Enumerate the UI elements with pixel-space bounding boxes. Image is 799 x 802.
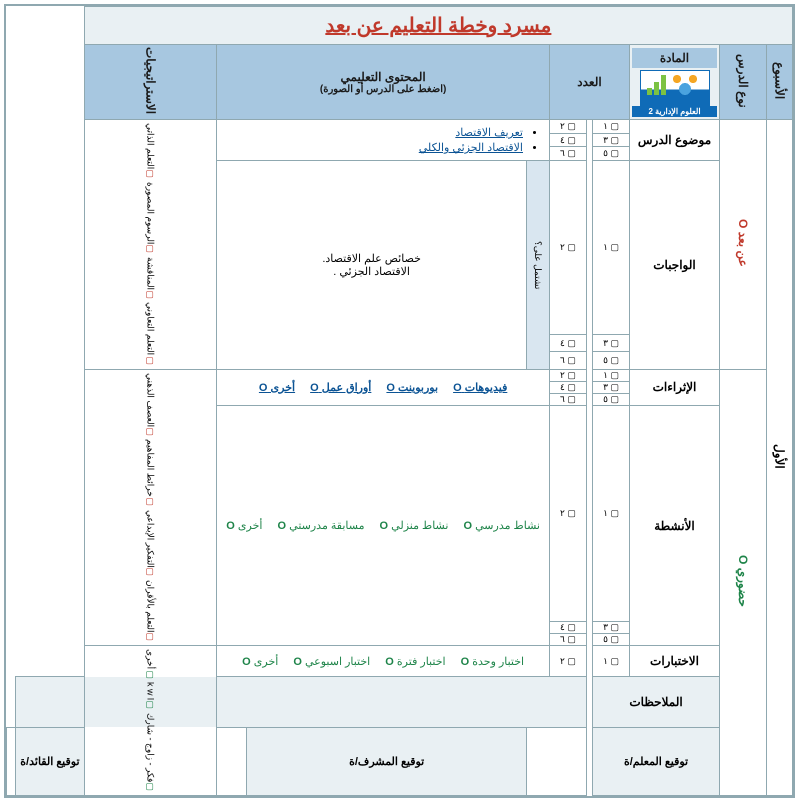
include-label: تشتمل على؟	[527, 161, 550, 369]
opt-unit-test[interactable]: اختبار وحدة O	[461, 655, 525, 668]
row-homework: الواجبات	[630, 161, 720, 369]
week-cell: الأول	[767, 120, 793, 796]
enrichment-content: فيديوهات O بوربوينت O أوراق عمل O أخرى O	[217, 369, 550, 405]
notes-cell	[16, 677, 587, 727]
link-2[interactable]: الاقتصاد الجزئي والكلي	[419, 142, 523, 154]
sign-leader-space	[7, 727, 16, 795]
link-1[interactable]: تعريف الاقتصاد	[455, 127, 523, 139]
header-lesson-type: نوع الدرس	[720, 45, 767, 120]
tests-content: اختبار وحدة O اختبار فترة O اختبار اسبوع…	[217, 646, 550, 677]
sign-supervisor-space	[217, 727, 247, 795]
remote-label: عن بعد O	[720, 120, 767, 369]
opt-other-enrich[interactable]: أخرى O	[259, 381, 295, 394]
opt-ppt[interactable]: بوربوينت O	[386, 381, 438, 394]
sign-supervisor: توقيع المشرف/ة	[247, 727, 527, 795]
row-enrichment: الإثراءات	[630, 369, 720, 405]
strategies-a: التعلم التعاوني المناقشة الرسوم المصورة …	[84, 120, 217, 369]
row-activities: الأنشطة	[630, 405, 720, 646]
topic-content: تعريف الاقتصاد الاقتصاد الجزئي والكلي	[217, 120, 550, 161]
subject-icon	[640, 70, 710, 106]
homework-content: خصائص علم الاقتصاد. الاقتصاد الجزئي .	[217, 161, 527, 369]
num-1[interactable]: ▢ ١	[593, 120, 630, 134]
row-topic: موضوع الدرس	[630, 120, 720, 161]
sign-leader: توقيع القائد/ة	[16, 727, 85, 795]
subject-label: المادة	[632, 48, 717, 68]
notes-label: الملاحظات	[593, 677, 720, 727]
opt-other-test[interactable]: أخرى O	[242, 655, 278, 668]
opt-other-activity[interactable]: أخرى O	[226, 519, 262, 532]
header-week: الأسبوع	[767, 45, 793, 120]
page-title: مسرد وخطة التعليم عن بعد	[84, 7, 792, 45]
activities-content: نشاط مدرسي O نشاط منزلي O مسابقة مدرستي …	[217, 405, 550, 646]
opt-home-activity[interactable]: نشاط منزلي O	[380, 519, 449, 532]
opt-weekly-test[interactable]: اختبار اسبوعي O	[293, 655, 370, 668]
plan-table: مسرد وخطة التعليم عن بعد الأسبوع نوع الد…	[6, 6, 793, 796]
header-strategies: الاستراتيجيات	[84, 45, 217, 120]
opt-competition[interactable]: مسابقة مدرستي O	[278, 519, 365, 532]
header-count: العدد	[550, 45, 630, 120]
num-2[interactable]: ▢ ٢	[550, 120, 587, 134]
sign-teacher-space	[527, 727, 587, 795]
opt-period-test[interactable]: اختبار فترة O	[385, 655, 445, 668]
opt-school-activity[interactable]: نشاط مدرسي O	[464, 519, 540, 532]
header-subject: المادة العلوم الإدارية 2	[630, 45, 720, 120]
header-content: المحتوى التعليمي (اضغط على الدرس أو الصو…	[217, 45, 550, 120]
inperson-label: حضوري O	[720, 369, 767, 795]
sign-teacher: توقيع المعلم/ة	[593, 727, 720, 795]
opt-worksheet[interactable]: أوراق عمل O	[310, 381, 371, 394]
row-tests: الاختبارات	[630, 646, 720, 677]
opt-video[interactable]: فيديوهات O	[453, 381, 507, 394]
strategies-b: التعلم بالأقران التفكير الإبداعي خرائط ا…	[84, 369, 217, 646]
subject-name: العلوم الإدارية 2	[632, 106, 717, 117]
